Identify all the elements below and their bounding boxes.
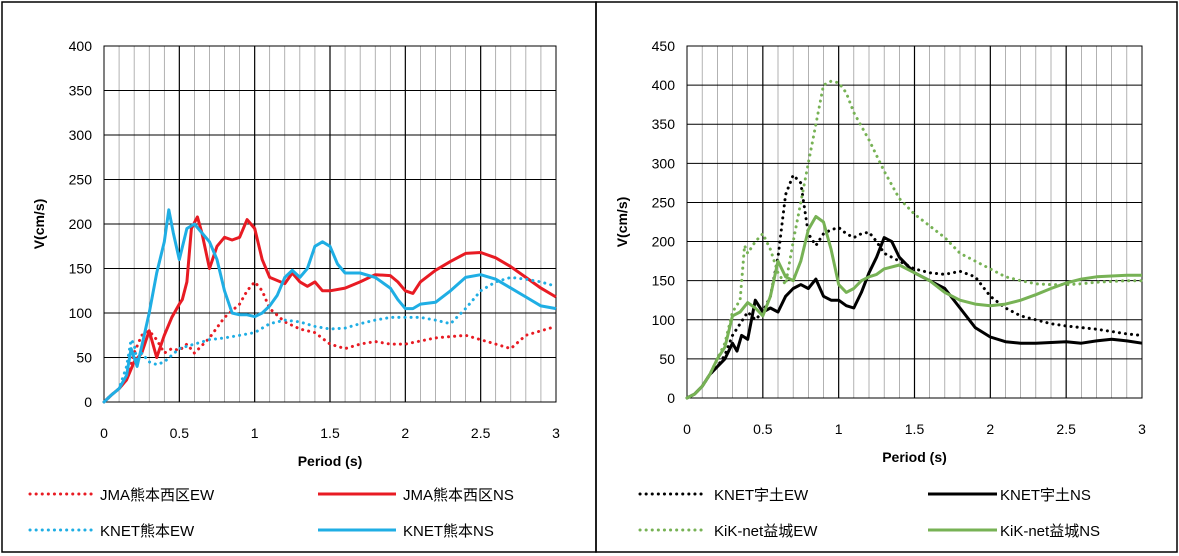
series-line-dotted: [102, 275, 558, 404]
x-axis-title: Period (s): [882, 449, 947, 465]
y-tick-label: 250: [652, 194, 676, 210]
x-tick-label: 3: [552, 425, 560, 441]
legend-label: JMA熊本西区EW: [100, 487, 215, 504]
y-axis-title: V(cm/s): [614, 197, 630, 248]
y-tick-label: 150: [652, 273, 676, 289]
legend-label: KiK-net益城EW: [714, 523, 818, 540]
chart-frame: [595, 1, 1178, 553]
series-group: [685, 79, 1144, 400]
y-tick-label: 150: [69, 261, 93, 277]
legend-label: KNET宇土EW: [714, 487, 809, 504]
y-tick-label: 300: [652, 155, 676, 171]
x-tick-label: 1.5: [905, 421, 925, 437]
y-tick-label: 0: [84, 394, 92, 410]
y-tick-label: 50: [76, 350, 92, 366]
legend-label: KNET熊本NS: [403, 523, 494, 540]
x-axis-title: Period (s): [298, 453, 363, 469]
y-tick-label: 400: [69, 38, 93, 54]
series-line-solid: [686, 236, 1143, 400]
x-tick-label: 2.5: [1056, 421, 1076, 437]
y-tick-label: 50: [659, 351, 675, 367]
x-tick-label: 3: [1138, 421, 1146, 437]
x-tick-label: 2: [401, 425, 409, 441]
series-line-dotted: [685, 79, 1144, 400]
x-tick-label: 0.5: [170, 425, 190, 441]
y-tick-label: 250: [69, 172, 93, 188]
series-line-solid: [102, 208, 557, 404]
legend-label: KNET熊本EW: [100, 523, 195, 540]
x-tick-label: 1.5: [320, 425, 340, 441]
x-tick-label: 1: [251, 425, 259, 441]
y-tick-label: 0: [667, 390, 675, 406]
series-group: [102, 208, 558, 404]
plot-area-border: [686, 45, 1143, 399]
legend-label: KiK-net益城NS: [1000, 523, 1100, 540]
series-line-dotted: [685, 173, 1144, 400]
series-line-solid: [102, 215, 557, 404]
y-axis-title: V(cm/s): [31, 199, 47, 250]
y-tick-label: 400: [652, 77, 676, 93]
x-tick-label: 0: [100, 425, 108, 441]
y-tick-label: 100: [652, 312, 676, 328]
y-tick-label: 350: [652, 116, 676, 132]
legend-label: JMA熊本西区NS: [403, 487, 514, 504]
y-tick-label: 200: [652, 234, 676, 250]
series-line-dotted: [102, 280, 558, 404]
legend: KNET宇土EW KNET宇土NS KiK-net益城EW KiK-net益城NS: [638, 487, 1100, 540]
x-tick-label: 0.5: [753, 421, 773, 437]
x-tick-label: 0: [683, 421, 691, 437]
y-tick-label: 450: [652, 38, 676, 54]
y-tick-label: 100: [69, 305, 93, 321]
series-line-solid: [686, 215, 1142, 400]
x-tick-label: 2: [986, 421, 994, 437]
x-tick-label: 2.5: [471, 425, 491, 441]
left-chart-panel: 0 50 100 150 200 250 300 350 400 0 0.5 1 1.5 2 2.5 3 Per…: [1, 1, 597, 553]
y-tick-label: 350: [69, 83, 93, 99]
y-tick-label: 200: [69, 216, 93, 232]
right-chart-panel: 0 50 100 150 200 250 300 350 400 450 0 0.5 1 1.5 2 2.5 3…: [595, 1, 1178, 553]
legend-label: KNET宇土NS: [1000, 487, 1091, 504]
plot-area-border: [103, 45, 557, 403]
y-tick-label: 300: [69, 127, 93, 143]
x-tick-label: 1: [835, 421, 843, 437]
legend: JMA熊本西区EW JMA熊本西区NS KNET熊本EW KNET熊本NS: [28, 487, 514, 540]
